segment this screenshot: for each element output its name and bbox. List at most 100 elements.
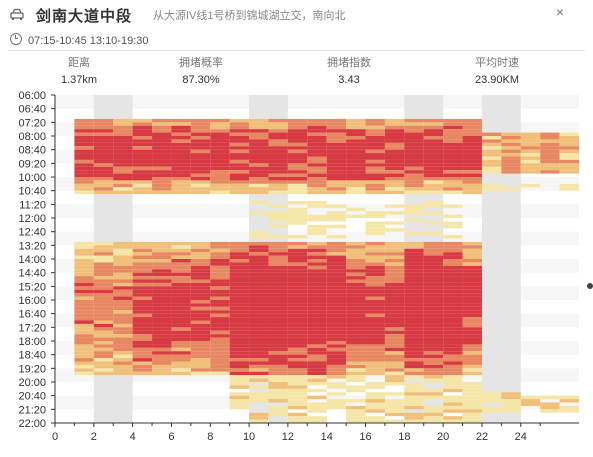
- heatmap-cell: [501, 409, 521, 413]
- heatmap-cell: [365, 279, 385, 283]
- heatmap-cell: [326, 306, 347, 311]
- heatmap-cell: [540, 405, 560, 410]
- heatmap-cell: [462, 289, 482, 294]
- heatmap-cell: [346, 296, 366, 300]
- heatmap-cell: [268, 282, 288, 287]
- heatmap-cell: [287, 177, 308, 181]
- close-icon[interactable]: ×: [555, 4, 565, 20]
- heatmap-cell: [443, 224, 463, 229]
- y-tick-label: 12:40: [18, 227, 46, 239]
- heatmap-cell: [365, 286, 385, 290]
- heatmap-cell: [365, 402, 385, 406]
- heatmap-cell: [346, 214, 366, 218]
- heatmap-cell: [190, 368, 211, 372]
- heatmap-cell: [190, 293, 211, 297]
- heatmap-cell: [520, 163, 541, 167]
- heatmap-cell: [307, 177, 327, 181]
- heatmap-cell: [190, 265, 211, 270]
- heatmap-cell: [384, 399, 405, 403]
- y-tick-label: 16:00: [18, 295, 46, 307]
- heatmap-cell: [210, 255, 230, 259]
- heatmap-cell: [171, 265, 191, 270]
- heatmap-cell: [74, 289, 94, 294]
- heatmap-cell: [152, 327, 172, 331]
- heatmap-cell: [326, 153, 347, 157]
- y-tick-label: 10:00: [18, 172, 46, 184]
- heatmap-cell: [346, 347, 366, 352]
- heatmap-cell: [249, 122, 269, 126]
- heatmap-cell: [423, 163, 444, 167]
- heatmap-cell: [404, 241, 424, 246]
- x-tick-label: 2: [91, 431, 97, 443]
- heatmap-cell: [365, 416, 385, 420]
- heatmap-cell: [462, 300, 482, 304]
- heatmap-cell: [307, 347, 327, 352]
- heatmap-cell: [268, 118, 288, 123]
- heatmap-cell: [152, 262, 172, 266]
- heatmap-cell: [249, 320, 269, 324]
- heatmap-cell: [268, 334, 288, 338]
- heatmap-cell: [384, 347, 405, 352]
- heatmap-cell: [365, 211, 385, 215]
- heatmap-cell: [384, 163, 405, 167]
- heatmap-cell: [346, 207, 366, 212]
- heatmap-cell: [113, 129, 133, 133]
- heatmap-cell: [423, 416, 444, 420]
- heatmap-cell: [307, 382, 327, 386]
- heatmap-cell: [268, 139, 288, 143]
- heatmap-cell: [307, 354, 327, 359]
- heatmap-cell: [365, 180, 385, 184]
- heatmap-cell: [307, 146, 327, 150]
- heatmap-cell: [190, 341, 211, 345]
- heatmap-cell: [113, 153, 133, 157]
- heatmap-cell: [74, 183, 94, 188]
- heatmap-cell: [443, 351, 463, 355]
- heatmap-cell: [326, 364, 347, 369]
- heatmap-cell: [365, 146, 385, 150]
- heatmap-cell: [268, 159, 288, 164]
- heatmap-cell: [287, 272, 308, 277]
- y-tick-label: 14:00: [18, 254, 46, 266]
- y-tick-label: 21:20: [18, 404, 46, 416]
- heatmap-cell: [229, 368, 250, 372]
- heatmap-cell: [210, 252, 230, 256]
- heatmap-cell: [346, 136, 366, 140]
- heatmap-cell: [190, 351, 211, 355]
- heatmap-cell: [74, 323, 94, 328]
- heatmap-cell: [384, 358, 405, 362]
- heatmap-cell: [229, 252, 250, 256]
- heatmap-cell: [93, 276, 114, 280]
- heatmap-cell: [365, 153, 385, 157]
- heatmap-cell: [190, 337, 211, 341]
- heatmap-cell: [540, 142, 560, 147]
- heatmap-cell: [462, 279, 482, 283]
- heatmap-cell: [249, 385, 269, 389]
- heatmap-cell: [287, 207, 308, 212]
- heatmap-cell: [190, 354, 211, 359]
- heatmap-cell: [132, 344, 153, 348]
- heatmap-cell: [74, 262, 94, 266]
- heatmap-cell: [404, 310, 424, 314]
- heatmap-cell: [113, 142, 133, 147]
- heatmap-cell: [423, 139, 444, 143]
- heatmap-cell: [404, 190, 424, 195]
- heatmap-cell: [462, 344, 482, 348]
- heatmap-cell: [443, 269, 463, 273]
- heatmap-cell: [249, 252, 269, 256]
- heatmap-cell: [501, 187, 521, 191]
- heatmap-cell: [113, 170, 133, 174]
- heatmap-cell: [113, 180, 133, 184]
- heatmap-cell: [307, 159, 327, 164]
- heatmap-cell: [113, 310, 133, 314]
- heatmap-cell: [287, 361, 308, 365]
- heatmap-cell: [462, 412, 482, 417]
- heatmap-cell: [229, 183, 250, 188]
- heatmap-cell: [171, 310, 191, 314]
- heatmap-cell: [326, 132, 347, 136]
- heatmap-cell: [423, 337, 444, 341]
- heatmap-cell: [443, 177, 463, 181]
- heatmap-cell: [501, 149, 521, 154]
- heatmap-cell: [210, 272, 230, 277]
- heatmap-cell: [171, 296, 191, 300]
- heatmap-cell: [268, 125, 288, 130]
